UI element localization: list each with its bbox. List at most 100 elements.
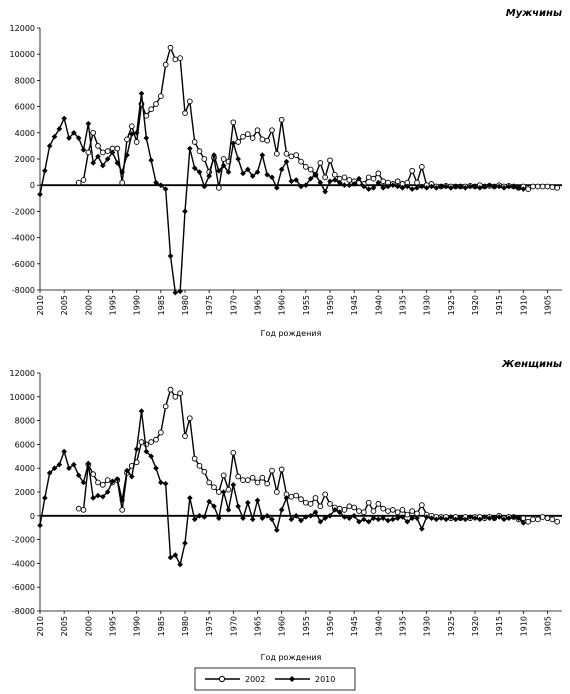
data-point [394,515,401,521]
data-point [288,516,295,523]
y-tick-label: -6000 [12,583,35,592]
data-point [99,149,106,156]
data-point [249,474,256,481]
data-point [240,477,246,483]
data-point [172,552,179,558]
data-point [428,515,435,521]
data-point [375,501,382,507]
data-point [501,185,507,191]
data-point [496,183,502,190]
data-point [302,499,309,506]
data-point [419,526,425,532]
data-point [394,178,401,185]
data-point [51,465,58,471]
data-point [249,516,256,523]
series-line [78,45,558,190]
x-tick-label: 1935 [399,616,408,636]
data-point [477,185,483,191]
data-point [404,183,411,190]
data-point [375,516,382,523]
x-tick-label: 1985 [157,295,166,315]
data-point [119,169,125,175]
y-tick-label: 6000 [15,103,35,112]
data-point [182,433,188,439]
x-tick-label: 1925 [447,295,456,315]
data-point [51,133,58,140]
data-point [124,467,130,474]
data-point [191,516,198,523]
x-tick-label: 2005 [60,295,69,315]
data-point [167,253,174,259]
data-point [554,518,561,525]
data-point [71,461,77,468]
data-point [423,185,430,191]
data-point [317,179,324,186]
data-point [452,183,459,190]
data-point [264,480,271,487]
data-point [269,127,275,134]
data-point [186,98,193,105]
x-tick-label: 1910 [519,295,528,315]
data-point [240,515,246,521]
data-point [390,182,396,188]
data-point [206,498,212,505]
data-point [278,507,285,513]
data-point [491,515,498,521]
data-point [322,188,328,195]
data-point [182,110,188,117]
data-point [298,183,304,190]
data-point [462,516,469,523]
data-point [42,167,48,174]
x-tick-label: 1940 [374,616,383,636]
data-point [187,145,193,152]
data-point [211,484,217,491]
data-point [549,184,556,191]
data-point [317,503,324,510]
data-point [491,183,498,190]
data-point [283,150,290,157]
data-point [167,44,174,51]
x-tick-label: 1915 [495,616,504,636]
data-point [37,191,43,198]
data-point [278,466,285,473]
data-point [216,515,222,521]
data-point [196,462,203,469]
data-point [336,509,343,516]
data-point [196,513,203,519]
data-point [414,179,420,186]
data-point [191,139,198,145]
data-point [138,439,145,445]
data-point [206,479,213,486]
x-tick-label: 1955 [302,295,311,315]
data-point [278,166,285,173]
data-point [230,449,237,456]
data-point [143,448,150,455]
data-point [302,164,309,170]
data-point [346,515,353,521]
x-tick-label: 2010 [36,295,45,315]
data-point [220,162,227,169]
data-point [230,119,237,126]
data-point [534,516,541,523]
x-tick-label: 1945 [350,295,359,315]
data-point [129,131,135,137]
data-point [95,479,101,486]
data-point [356,518,362,525]
data-point [211,152,217,158]
data-point [138,408,145,414]
data-point [360,509,367,516]
data-point [380,178,387,185]
data-point [399,514,406,520]
data-point [133,139,140,145]
data-point [162,61,169,68]
data-point [520,515,527,522]
data-point [486,515,493,521]
x-tick-label: 1955 [302,616,311,636]
data-point [293,492,300,499]
data-point [85,149,92,156]
data-point [90,495,96,501]
data-point [414,515,420,521]
data-point [273,489,280,495]
